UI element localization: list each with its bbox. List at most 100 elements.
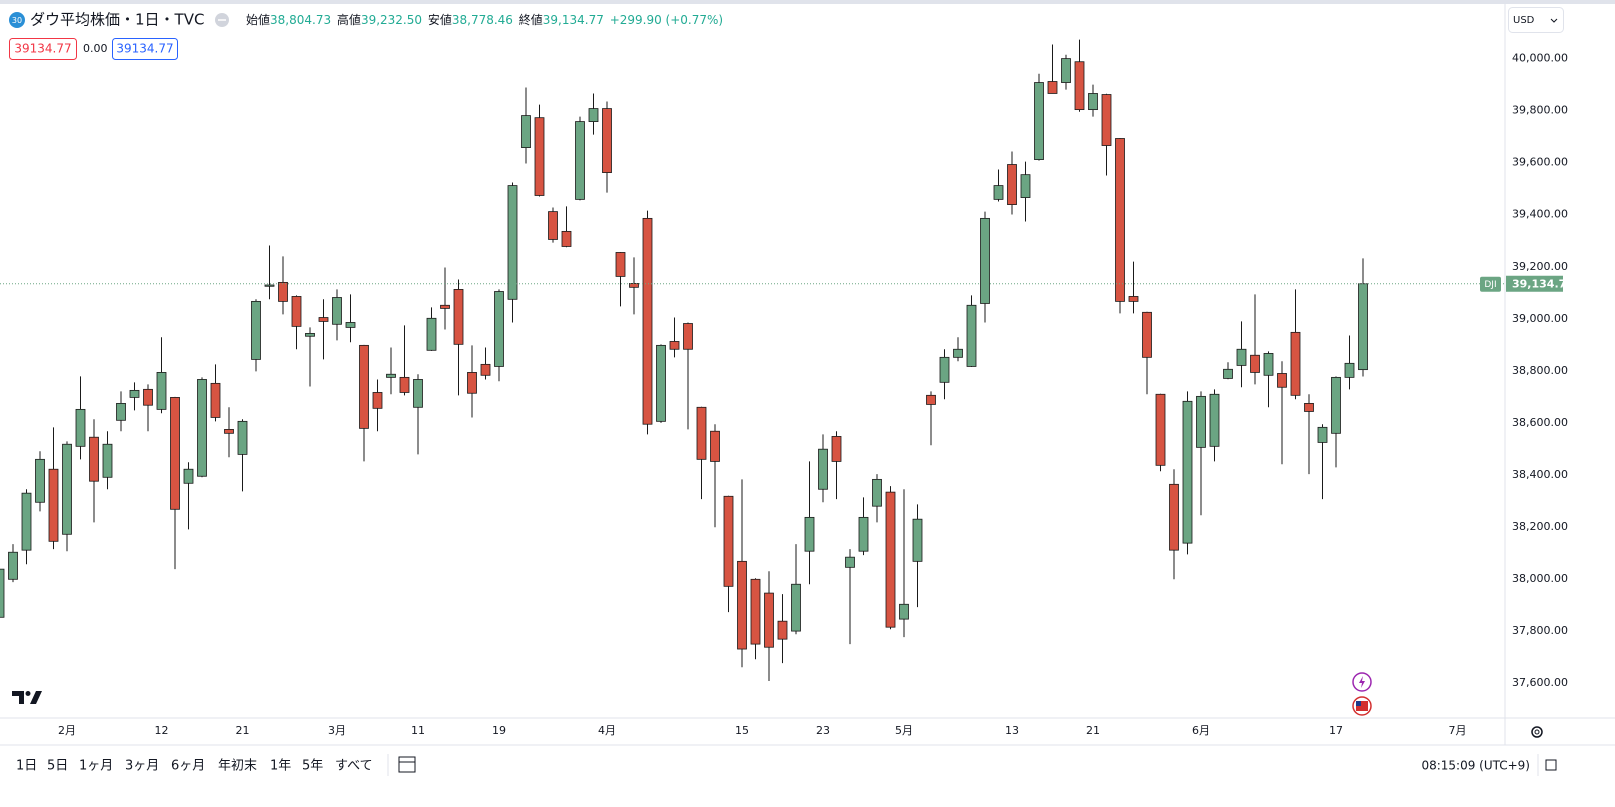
y-tick-label: 38,600.00 [1512,416,1568,429]
candle-body [777,620,788,640]
candle-body [1344,362,1355,378]
ohlc-value: 39,134.77 [543,13,604,27]
candle-body [1317,426,1328,443]
range-button[interactable]: 年初末 [218,759,257,774]
flag [1356,701,1368,711]
candle-body [129,389,140,398]
range-button[interactable]: 6ヶ月 [171,759,205,774]
candle-body [561,230,572,247]
candle-body [413,379,423,408]
candle-body [1236,348,1247,366]
clock: 08:15:09 (UTC+9) [1421,759,1530,773]
candle-body [615,252,626,277]
candle-body [764,592,774,648]
price-name: DJI [1484,280,1496,290]
candle-body [1007,164,1017,205]
event-icon [1359,676,1365,688]
candle-body [1277,373,1287,388]
range-button[interactable]: 3ヶ月 [125,759,159,774]
candle-body [818,448,828,490]
candle-body [683,323,693,350]
y-tick-label: 38,000.00 [1512,572,1568,585]
price-name-box [1480,276,1501,292]
badge [9,12,25,28]
x-tick-label: 2月 [58,724,76,737]
candle-body [224,429,234,434]
candle-body [359,344,369,429]
candle-body [1250,354,1260,373]
log-toggle[interactable] [1545,759,1557,771]
candle-body [440,304,450,309]
candle-body [75,408,86,447]
ohlc-legend: 始値38,804.73 高値39,232.50 安値38,778.46 終値39… [246,12,723,27]
candle-body [1223,368,1233,379]
price-label-box [1506,275,1563,292]
candle-body [899,603,909,620]
candle-body [939,356,950,383]
candle-body [494,291,504,367]
candle-body [1088,93,1098,111]
ohlc-label: 終値 [519,12,543,27]
candle-body [710,430,720,462]
candle-body [62,443,72,535]
plot [0,39,1368,682]
candle-body [332,297,342,325]
candle-body [21,492,32,551]
range-button[interactable]: 1ヶ月 [79,759,113,774]
candle-body [588,108,599,122]
candle-body [1169,483,1179,551]
y-tick-label: 39,000.00 [1512,312,1568,325]
spread: 0.00 [83,42,108,55]
candle-body [1115,138,1125,302]
logo [25,691,31,696]
candle-body [305,332,315,337]
range-button[interactable]: 5年 [302,759,323,774]
currency-button[interactable] [1508,7,1564,33]
candle-body [116,402,126,421]
candle-body [548,211,558,240]
y-tick-label: 40,000.00 [1512,52,1568,65]
logo [12,691,42,704]
calendar[interactable] [398,756,416,773]
candle-body [372,392,383,409]
candle-body [1074,61,1085,111]
candle-body [1128,296,1139,302]
candle-body [507,185,518,300]
candle-body [656,344,666,422]
symbol: ダウ平均株価・1日・TVC [30,11,204,29]
candle-body [170,397,180,510]
ohlc-value: 38,778.46 [452,13,513,27]
range-button[interactable]: 1年 [270,759,291,774]
x-tick-label: 21 [236,724,250,737]
candle-body [1142,311,1152,358]
x-tick-label: 15 [735,724,749,737]
candle-body [953,348,963,358]
candle-body [750,578,761,645]
y-tick-label: 39,800.00 [1512,104,1568,117]
range-button[interactable]: 5日 [47,759,68,774]
badge-text: 30 [12,16,22,25]
candle-body [1020,174,1031,198]
ohlc-value: 39,232.50 [361,13,422,27]
candle-body [575,121,585,200]
candle-body [1358,283,1368,371]
ask: 39134.77 [116,42,173,56]
x-tick-label: 3月 [328,724,346,737]
settings[interactable] [1531,726,1543,738]
range-button[interactable]: 1日 [16,759,37,774]
candle-body [102,443,113,478]
x-tick-label: 19 [492,724,506,737]
candle-body [183,468,194,484]
ohlc-label: 高値 [337,12,361,27]
x-tick-label: 5月 [895,724,913,737]
y-tick-label: 37,800.00 [1512,624,1568,637]
chevron [1550,18,1558,23]
y-tick-label: 39,400.00 [1512,208,1568,221]
range-button[interactable]: すべて [335,759,373,774]
candle-body [1263,353,1274,376]
candle-body [426,317,437,351]
x-tick-label: 11 [411,724,425,737]
ohlc-label: 始値 [246,12,270,27]
candle-body [386,373,396,378]
